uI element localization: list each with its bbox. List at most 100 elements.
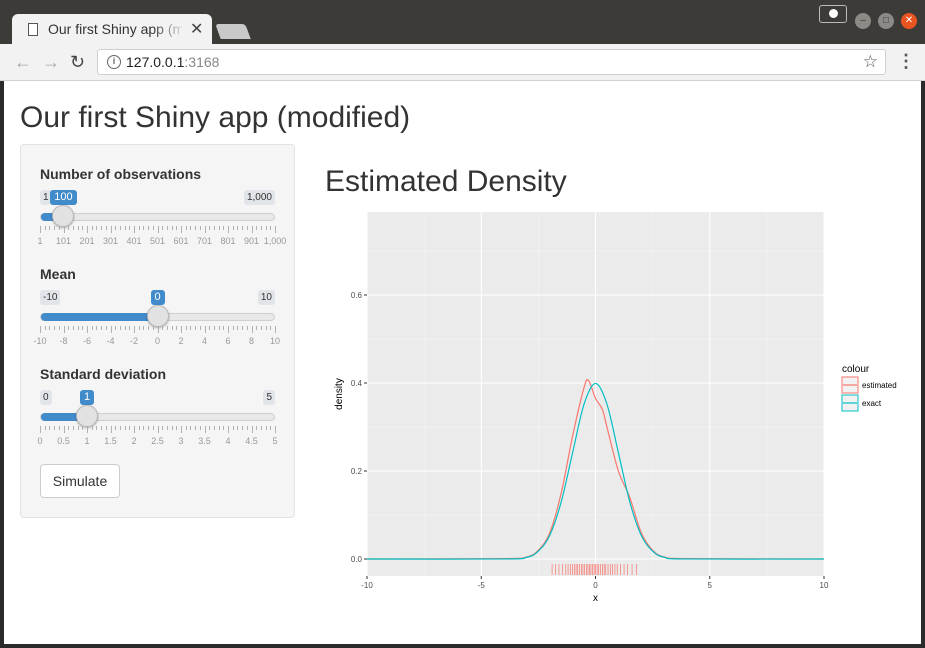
profile-button[interactable]	[819, 5, 847, 23]
close-tab-icon[interactable]: ✕	[190, 21, 204, 38]
slider-ticks-sd: 0 0.5 1 1.5 2 2.5 3 3.5 4 4.5 5	[37, 426, 278, 446]
slider-tick	[110, 226, 112, 233]
bookmark-star-icon[interactable]: ☆	[862, 52, 878, 71]
back-arrow-icon[interactable]: ←	[14, 52, 32, 72]
slider-tick	[91, 426, 93, 430]
slider-tick	[237, 426, 239, 430]
page-icon	[28, 23, 38, 36]
slider-tick	[138, 426, 140, 430]
slider-tick	[63, 326, 65, 333]
slider-tick	[87, 426, 88, 433]
slider-tick	[270, 226, 272, 230]
slider-tick	[218, 226, 220, 230]
slider-track-observations[interactable]	[40, 213, 275, 221]
slider-handle-sd[interactable]	[76, 405, 98, 427]
slider-tick	[40, 226, 41, 233]
slider-tick	[138, 326, 140, 330]
info-icon[interactable]: i	[107, 55, 121, 69]
slider-tick	[185, 426, 187, 430]
slider-handle-mean[interactable]	[146, 305, 169, 327]
slider-tick	[77, 326, 79, 330]
slider-tick-label: -2	[129, 336, 139, 346]
slider-tick	[251, 426, 253, 433]
slider-tick	[171, 226, 173, 230]
x-tick-label: 5	[708, 581, 713, 590]
slider-tick	[275, 326, 276, 333]
new-tab-button[interactable]	[215, 24, 251, 39]
slider-tick	[270, 426, 272, 430]
slider-tick	[251, 226, 253, 233]
slider-tick	[58, 326, 60, 330]
slider-tick	[209, 326, 211, 330]
y-tick-label: 0.4	[351, 379, 363, 388]
slider-tick	[199, 426, 201, 430]
slider-tick-label: 2.5	[151, 436, 164, 446]
slider-tick	[148, 426, 150, 430]
slider-tick	[181, 226, 182, 233]
slider-tick	[63, 426, 65, 433]
slider-tick-label: 3.5	[198, 436, 211, 446]
slider-tick	[77, 426, 79, 430]
minimize-icon[interactable]: –	[855, 13, 871, 29]
browser-menu-icon[interactable]: ⋮	[897, 51, 915, 71]
slider-tick	[72, 326, 74, 330]
x-tick-label: -5	[478, 581, 486, 590]
slider-tick-label: 1.5	[104, 436, 117, 446]
y-tick-label: 0.2	[351, 467, 363, 476]
page-viewport: Our first Shiny app (modified) Number of…	[4, 81, 921, 644]
legend-label-estimated: estimated	[862, 381, 897, 390]
slider-tick	[157, 326, 159, 333]
slider-tick	[260, 426, 262, 430]
slider-min-sd: 0	[40, 390, 52, 405]
slider-tick	[195, 426, 197, 430]
plot-title: Estimated Density	[325, 165, 567, 198]
reload-icon[interactable]: ↻	[70, 52, 86, 72]
x-tick-label: 0	[593, 581, 598, 590]
forward-arrow-icon[interactable]: →	[42, 52, 60, 72]
slider-tick	[218, 426, 220, 430]
slider-tick-label: 0	[154, 336, 161, 346]
window-close-icon[interactable]: ✕	[901, 13, 917, 29]
slider-tick-label: 4.5	[245, 436, 258, 446]
slider-tick	[204, 326, 206, 333]
tab-title-fade	[152, 18, 186, 42]
slider-max-mean: 10	[257, 290, 275, 305]
maximize-icon[interactable]: □	[878, 13, 894, 29]
slider-tick	[162, 326, 164, 330]
slider-tick	[181, 326, 182, 333]
slider-tick	[119, 426, 121, 430]
slider-track-sd[interactable]	[40, 413, 275, 421]
slider-tick	[96, 426, 98, 430]
slider-tick-label: 0	[37, 436, 43, 446]
slider-tick	[265, 326, 267, 330]
slider-tick	[275, 426, 276, 433]
slider-tick	[40, 426, 41, 433]
tab-title: Our first Shiny app (modified)	[48, 21, 182, 37]
slider-tick	[96, 326, 98, 330]
series-line-exact	[366, 382, 825, 560]
slider-tick-label: 2	[178, 336, 184, 346]
slider-tick	[209, 426, 211, 430]
slider-tick	[242, 326, 244, 330]
slider-tick	[54, 326, 56, 330]
slider-tick-label: 4	[225, 436, 231, 446]
slider-tick	[199, 326, 201, 330]
slider-tick	[171, 326, 173, 330]
slider-tick	[40, 326, 41, 333]
browser-tab[interactable]: Our first Shiny app (modified) ✕	[12, 14, 212, 45]
slider-tick	[124, 426, 126, 430]
simulate-button[interactable]: Simulate	[40, 464, 120, 498]
slider-tick	[129, 426, 131, 430]
address-bar[interactable]: i 127.0.0.1:3168 ☆	[97, 49, 886, 75]
slider-tick	[105, 226, 107, 230]
slider-tick	[237, 226, 239, 230]
slider-tick	[82, 426, 84, 430]
slider-tick	[166, 226, 168, 230]
slider-tick	[256, 326, 258, 330]
slider-tick	[105, 326, 107, 330]
slider-tick	[228, 226, 229, 233]
slider-tick	[143, 326, 145, 330]
slider-tick	[105, 426, 107, 430]
slider-handle-observations[interactable]	[52, 205, 75, 227]
slider-tick	[246, 226, 248, 230]
